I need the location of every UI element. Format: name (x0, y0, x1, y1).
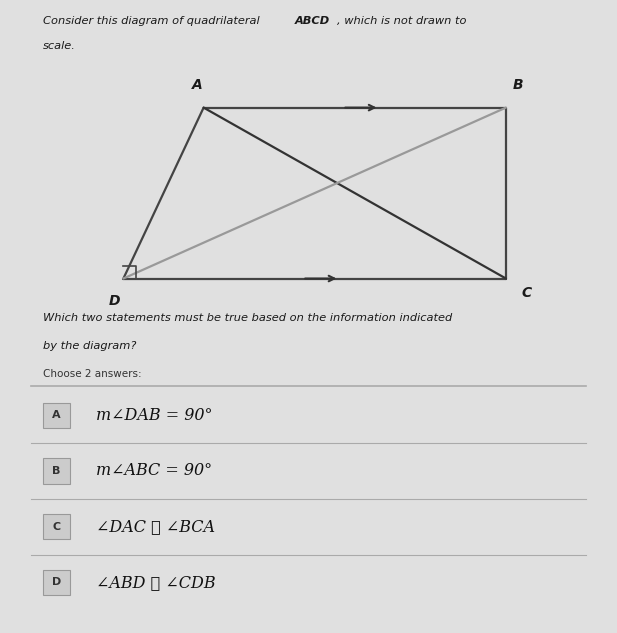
Text: Choose 2 answers:: Choose 2 answers: (43, 369, 142, 379)
Text: C: C (521, 286, 531, 301)
Text: D: D (52, 577, 60, 587)
Text: m∠ABC = 90°: m∠ABC = 90° (96, 463, 212, 479)
Text: , which is not drawn to: , which is not drawn to (337, 16, 466, 26)
Text: m∠DAB = 90°: m∠DAB = 90° (96, 407, 212, 423)
FancyBboxPatch shape (43, 403, 70, 428)
Text: ∠ABD ≅ ∠CDB: ∠ABD ≅ ∠CDB (96, 574, 215, 591)
FancyBboxPatch shape (43, 514, 70, 539)
Text: Which two statements must be true based on the information indicated: Which two statements must be true based … (43, 313, 452, 323)
Text: by the diagram?: by the diagram? (43, 341, 136, 351)
Text: C: C (52, 522, 60, 532)
Text: B: B (513, 78, 524, 92)
Text: B: B (52, 466, 60, 476)
FancyBboxPatch shape (43, 570, 70, 595)
Text: Consider this diagram of quadrilateral: Consider this diagram of quadrilateral (43, 16, 263, 26)
Text: A: A (192, 78, 203, 92)
Text: scale.: scale. (43, 41, 76, 51)
Text: ABCD: ABCD (295, 16, 330, 26)
Text: D: D (109, 294, 120, 308)
Text: A: A (52, 410, 60, 420)
Text: ∠DAC ≅ ∠BCA: ∠DAC ≅ ∠BCA (96, 518, 215, 535)
FancyBboxPatch shape (43, 458, 70, 484)
